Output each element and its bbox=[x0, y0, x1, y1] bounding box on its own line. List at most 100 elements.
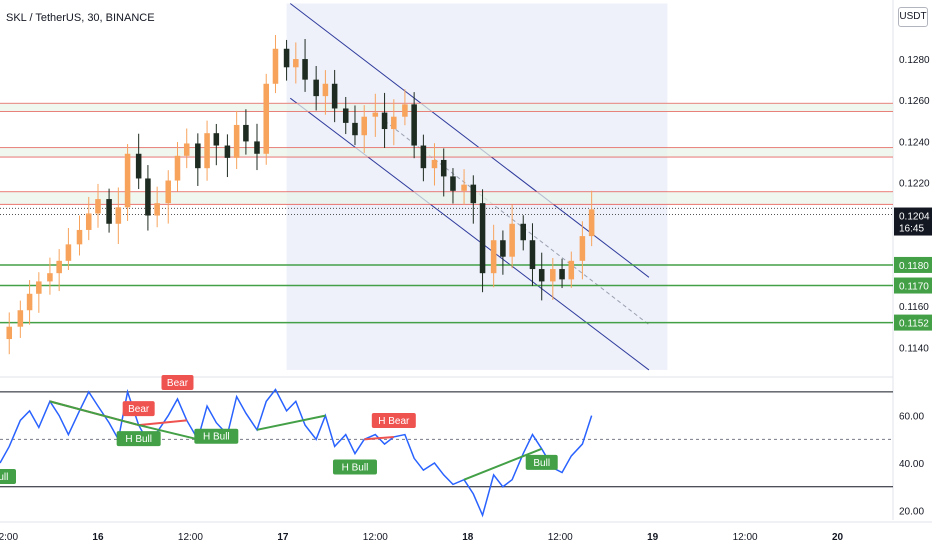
candle-body bbox=[381, 112, 388, 130]
time-tick-label: 12:00 bbox=[733, 532, 758, 543]
candle-body bbox=[145, 178, 151, 216]
candle-body bbox=[331, 83, 338, 109]
divergence-label-box bbox=[194, 428, 239, 444]
divergence-line bbox=[138, 424, 199, 441]
rsi-tick-label: 20.00 bbox=[899, 507, 924, 518]
time-axis: 12:00 16 12:00 17 12:00 18 12:00 19 12:00 20 bbox=[0, 532, 844, 543]
candle-body bbox=[195, 143, 201, 169]
candle-body bbox=[352, 122, 358, 136]
candle-body bbox=[204, 133, 210, 169]
support-price-label: 0.1170 bbox=[899, 282, 929, 293]
candle-body bbox=[509, 223, 515, 257]
divergence-label-box bbox=[525, 454, 558, 470]
candle-body bbox=[461, 184, 467, 191]
candle-body bbox=[213, 133, 220, 146]
candle-body bbox=[224, 145, 231, 158]
candle-body bbox=[538, 269, 545, 282]
candle-body bbox=[47, 273, 53, 282]
candle-body bbox=[183, 143, 190, 156]
candle-body bbox=[135, 153, 142, 179]
price-axis: 0.1280 0.1260 0.1240 0.1220 0.1160 0.1140 0.11… bbox=[894, 55, 932, 518]
candle-body bbox=[391, 116, 397, 130]
candle-body bbox=[76, 229, 83, 245]
candle-body bbox=[263, 83, 270, 154]
candle-body bbox=[6, 326, 13, 340]
rsi-tick-label: 60.00 bbox=[899, 412, 924, 423]
time-tick-label: 12:00 bbox=[178, 532, 203, 543]
candle-body bbox=[302, 59, 308, 80]
divergence-label: Bear bbox=[128, 404, 150, 415]
currency-button[interactable]: USDT bbox=[898, 7, 928, 27]
candle-body bbox=[470, 184, 477, 204]
candle-body bbox=[322, 83, 329, 97]
candle-body bbox=[233, 124, 240, 158]
divergence-label: H Bull bbox=[203, 432, 230, 443]
divergence-line bbox=[364, 435, 394, 441]
candle-body bbox=[411, 104, 417, 146]
divergence-label-box bbox=[116, 431, 161, 447]
candle-body bbox=[529, 240, 536, 270]
divergence-label-box bbox=[161, 374, 194, 390]
time-tick-label: 12:00 bbox=[0, 532, 18, 543]
divergence-line bbox=[49, 400, 139, 427]
divergence-line bbox=[138, 419, 187, 427]
support-price-tag bbox=[894, 314, 932, 331]
last-price-label: 0.1204 bbox=[899, 212, 930, 223]
candle-body bbox=[26, 293, 33, 311]
time-tick-label: 19 bbox=[647, 532, 659, 543]
last-price-tag bbox=[894, 207, 932, 236]
channel-lower-line bbox=[289, 97, 650, 371]
support-price-tag bbox=[894, 256, 932, 273]
divergence-label-box bbox=[0, 469, 16, 485]
candle-body bbox=[579, 236, 586, 261]
countdown-label: 16:45 bbox=[899, 224, 924, 235]
resistance-zone bbox=[0, 103, 893, 112]
candle-body bbox=[293, 59, 299, 68]
divergence-label-box bbox=[332, 459, 377, 475]
candle-body bbox=[154, 203, 160, 216]
candle-body bbox=[500, 240, 506, 257]
time-tick-label: 18 bbox=[462, 532, 474, 543]
candle-body bbox=[124, 153, 131, 208]
rsi-tick-label: 40.00 bbox=[899, 459, 924, 470]
candle-body bbox=[174, 155, 181, 181]
divergence-label: H Bull bbox=[342, 463, 369, 474]
candle-body bbox=[431, 159, 438, 169]
candle-body bbox=[440, 159, 447, 177]
candle-body bbox=[588, 209, 595, 237]
divergence-line bbox=[463, 447, 543, 481]
candle-body bbox=[115, 207, 122, 224]
candle-body bbox=[272, 48, 279, 84]
price-pane bbox=[0, 3, 893, 371]
candle-body bbox=[95, 199, 101, 214]
candle-body bbox=[17, 310, 24, 327]
divergence-label: Bull bbox=[0, 472, 8, 483]
time-tick-label: 12:00 bbox=[548, 532, 573, 543]
candle-body bbox=[490, 240, 497, 274]
price-tick-label: 0.1260 bbox=[899, 96, 930, 107]
time-tick-label: 16 bbox=[92, 532, 104, 543]
candle-body bbox=[402, 104, 408, 117]
candle-body bbox=[85, 213, 92, 230]
candle-body bbox=[372, 112, 379, 117]
candle-body bbox=[165, 180, 172, 204]
candle-body bbox=[342, 108, 349, 123]
candle-body bbox=[243, 124, 249, 142]
resistance-zone bbox=[0, 147, 893, 157]
divergence-label-box bbox=[371, 412, 416, 428]
candle-body bbox=[550, 269, 556, 282]
candle-body bbox=[520, 223, 527, 241]
support-price-tag bbox=[894, 277, 932, 294]
divergence-label: H Bear bbox=[378, 416, 410, 427]
candle-body bbox=[361, 116, 367, 136]
price-tick-label: 0.1140 bbox=[899, 343, 929, 354]
price-tick-label: 0.1280 bbox=[899, 55, 930, 66]
candle-body bbox=[106, 199, 112, 224]
candle-body bbox=[65, 244, 72, 261]
divergence-label: H Bull bbox=[125, 434, 152, 445]
time-tick-label: 20 bbox=[832, 532, 844, 543]
support-price-label: 0.1180 bbox=[899, 261, 929, 272]
support-price-label: 0.1152 bbox=[899, 319, 929, 330]
candle-body bbox=[479, 203, 486, 274]
